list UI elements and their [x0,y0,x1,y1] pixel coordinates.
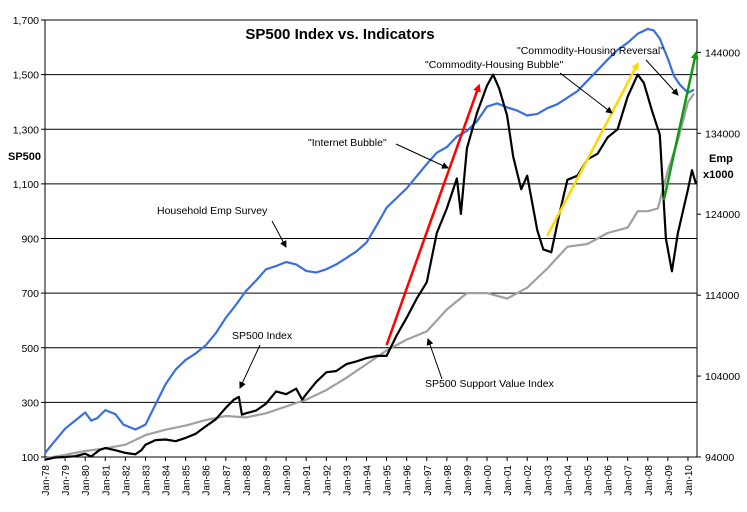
trend-arrow [662,50,699,201]
y2-tick-label: 124000 [705,209,740,221]
annotation-pointer [271,220,287,248]
annotation-label: "Commodity-Housing Reversal" [517,45,664,57]
y-tick-labels: 100 300 500 700 900 1,100 1,300 1,500 1,700 [13,15,45,464]
chart-title: SP500 Index vs. Indicators [245,26,434,43]
series-line-household-emp-survey [44,27,695,454]
x-tick-label: Jan-97 [423,465,434,496]
x-tick-label: Jan-06 [604,465,615,496]
annotation-label: SP500 Index [232,330,293,342]
annotation-label: "Commodity-Housing Bubble" [425,59,563,71]
x-tick-label: Jan-87 [222,465,233,496]
trend-arrow [385,83,481,346]
x-tick-label: Jan-01 [503,465,514,496]
x-tick-label: Jan-95 [383,465,394,496]
series-line-sp500-index [44,73,698,461]
x-tick-label: Jan-96 [403,465,414,496]
gridlines [45,74,697,403]
y2-axis-label-line1: Emp [709,153,733,165]
trend-arrow [546,61,639,237]
y-tick-label: 100 [21,452,39,464]
y2-tick-labels: 94000 104000 114000 124000 134000 144000 [697,47,740,464]
x-tick-label: Jan-98 [443,465,454,496]
x-tick-label: Jan-78 [41,465,52,496]
annotation-label: "Internet Bubble" [308,137,387,149]
x-tick-label: Jan-93 [342,465,353,496]
annotation-pointer [239,344,261,389]
y-tick-label: 1,300 [13,124,39,136]
y-tick-label: 1,100 [13,179,39,191]
x-tick-label: Jan-04 [563,465,574,496]
x-tick-label: Jan-84 [162,465,173,496]
y2-tick-label: 104000 [705,371,740,383]
x-tick-label: Jan-03 [543,465,554,496]
x-tick-label: Jan-99 [463,465,474,496]
x-tick-label: Jan-07 [624,465,635,496]
x-tick-label: Jan-80 [81,465,92,496]
annotation-label: SP500 Support Value Index [425,378,555,390]
x-tick-label: Jan-89 [262,465,273,496]
x-tick-label: Jan-83 [141,465,152,496]
x-tick-label: Jan-92 [322,465,333,496]
x-tick-label: Jan-02 [523,465,534,496]
x-tick-label: Jan-86 [202,465,213,496]
annotation-pointer [426,338,443,380]
x-tick-label: Jan-09 [664,465,675,496]
x-tick-label: Jan-10 [684,465,695,496]
y-tick-label: 500 [21,343,39,355]
x-tick-label: Jan-90 [282,465,293,496]
x-tick-label: Jan-81 [101,465,112,496]
x-tick-label: Jan-79 [61,465,72,496]
x-tick-labels: Jan-78 Jan-79 Jan-80 Jan-81 Jan-82 Jan-83 Jan-… [41,457,695,496]
y2-axis-label-line2: x1000 [703,169,734,181]
y2-tick-label: 144000 [705,47,740,59]
annotation-pointer [645,59,679,96]
x-tick-label: Jan-08 [644,465,655,496]
y-axis-label: SP500 [8,151,41,163]
annotation-pointer [395,143,449,169]
x-tick-label: Jan-88 [242,465,253,496]
y2-tick-label: 134000 [705,128,740,140]
trend-arrows [385,50,699,346]
x-tick-label: Jan-05 [583,465,594,496]
x-tick-label: Jan-91 [302,465,313,496]
series-lines [44,27,698,461]
x-tick-label: Jan-94 [362,465,373,496]
annotation-pointer [559,72,613,114]
annotations: "Internet Bubble" "Commodity-Housing Bubb… [157,45,679,390]
series-line-sp500-support-value-index [44,93,695,460]
y-tick-label: 700 [21,288,39,300]
y2-tick-label: 94000 [705,452,734,464]
x-tick-label: Jan-00 [483,465,494,496]
y-tick-label: 1,700 [13,15,39,27]
y-tick-label: 1,500 [13,70,39,82]
x-tick-label: Jan-85 [182,465,193,496]
x-tick-label: Jan-82 [121,465,132,496]
y-tick-label: 300 [21,397,39,409]
annotation-label: Household Emp Survey [157,205,268,217]
y-tick-label: 900 [21,234,39,246]
y2-tick-label: 114000 [705,290,739,302]
